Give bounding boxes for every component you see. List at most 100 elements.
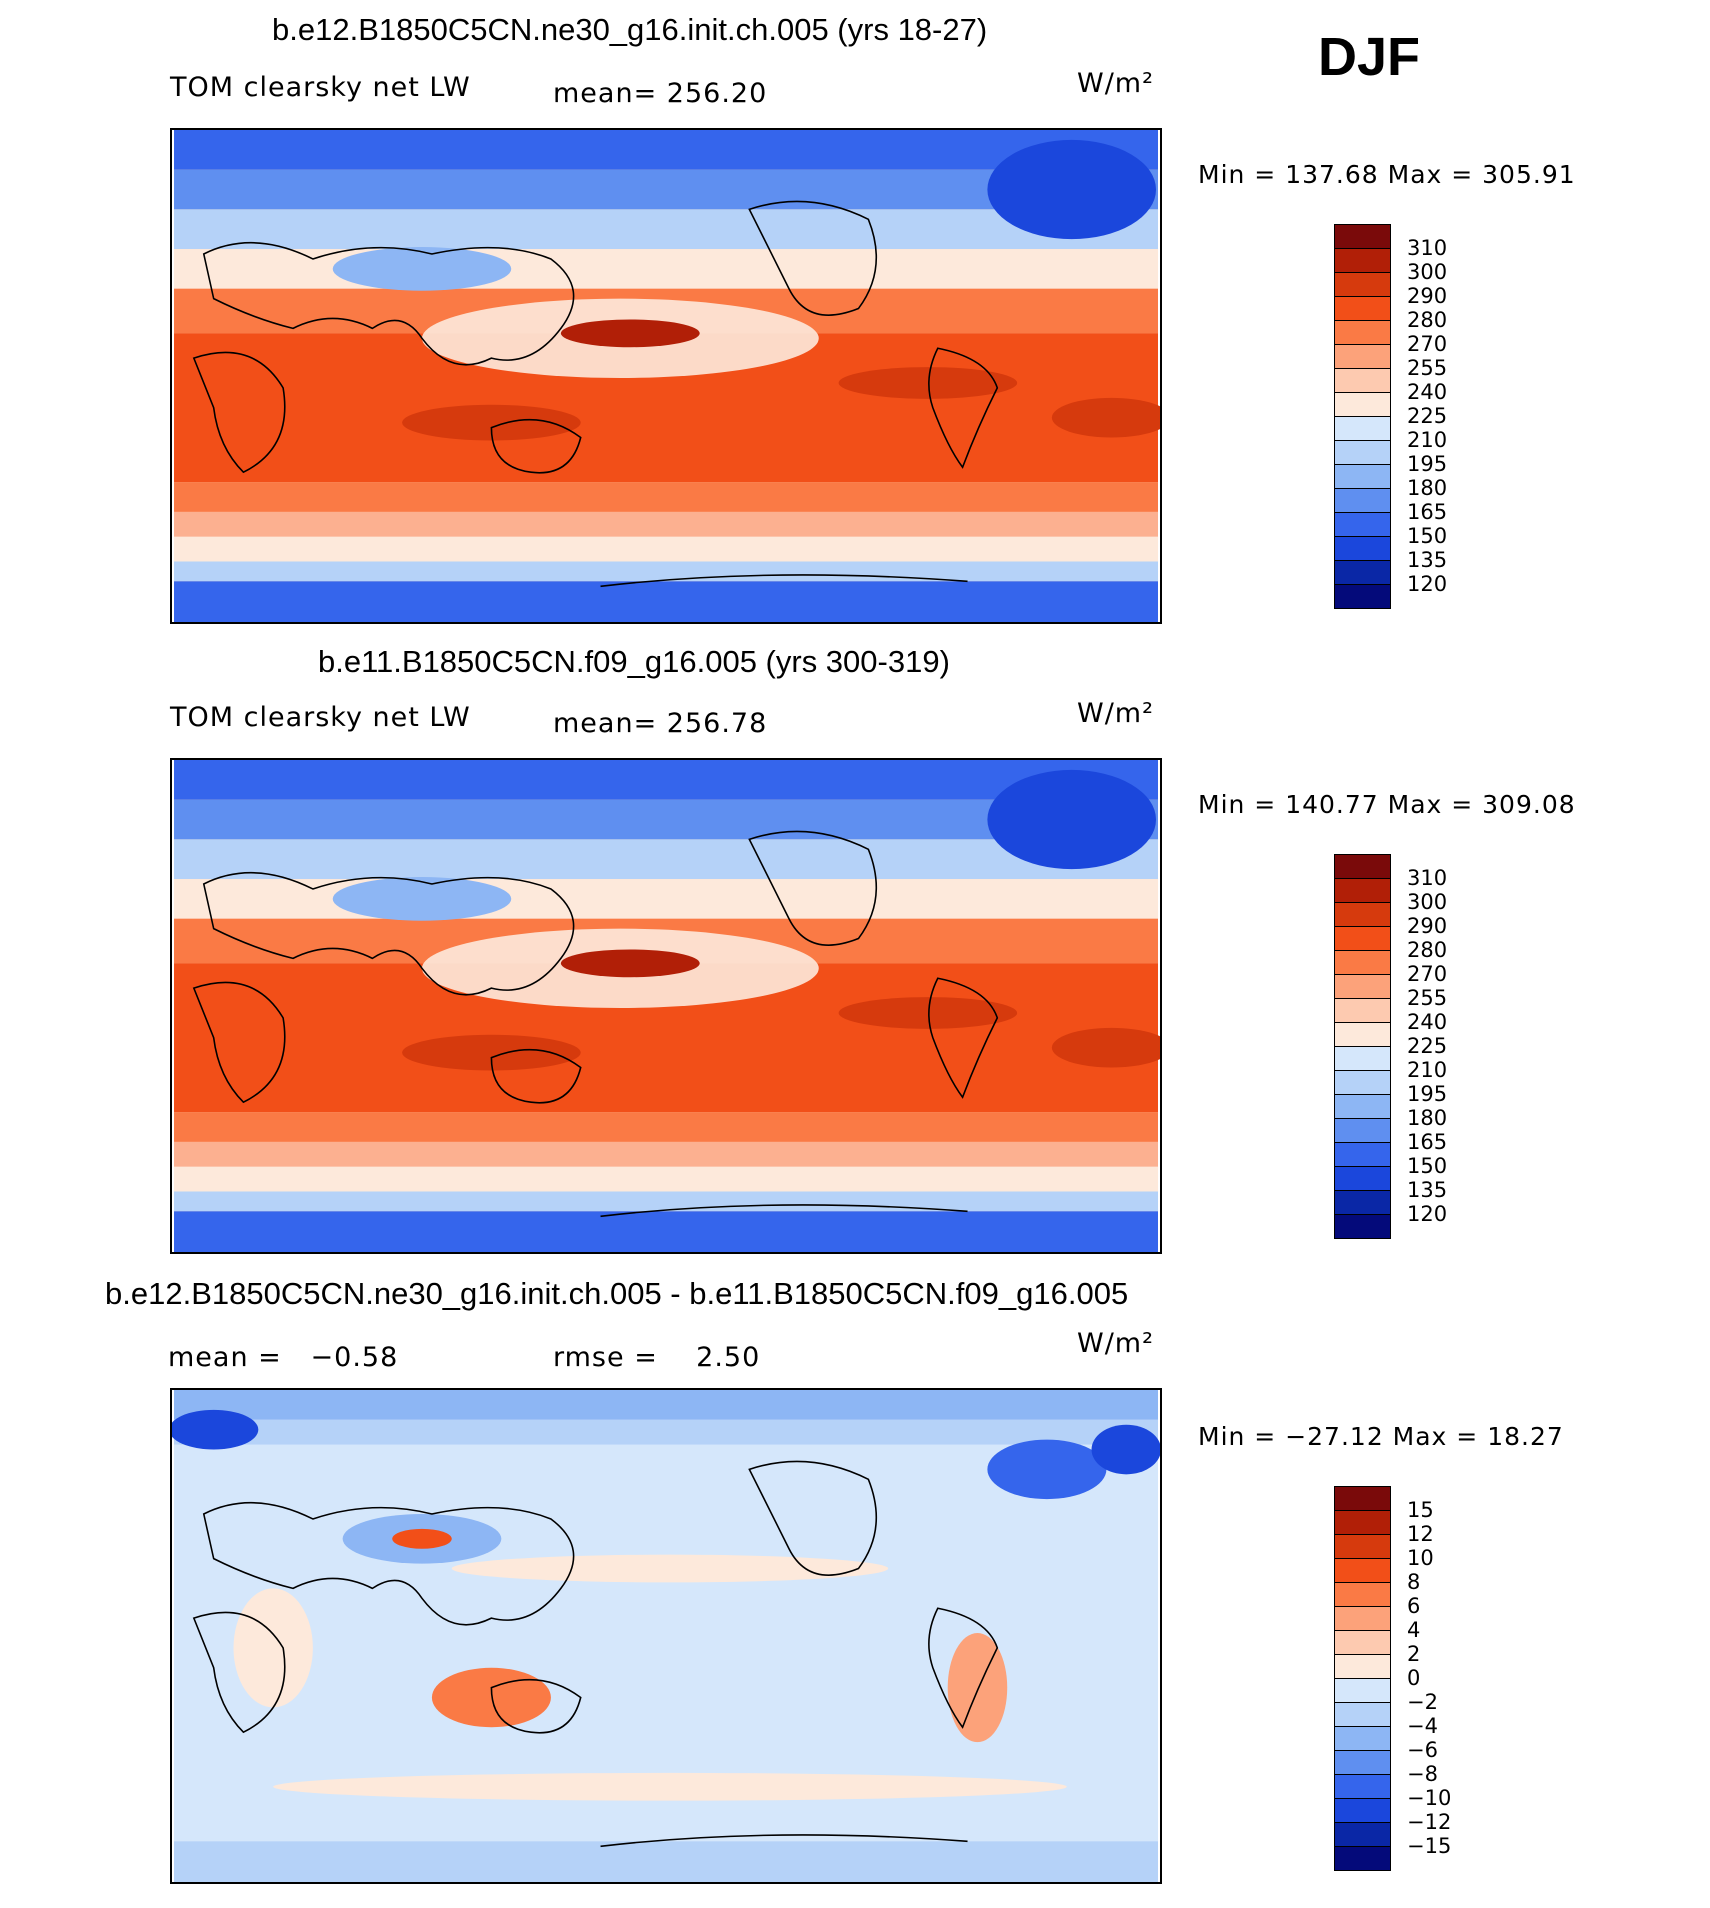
panel1-map-field xyxy=(174,130,1160,622)
panel2-colorbar-label: 290 xyxy=(1407,914,1448,938)
panel2-colorbar-swatch xyxy=(1334,1046,1391,1071)
panel2-colorbar-label: 135 xyxy=(1407,1178,1448,1202)
panel1-minmax: Min = 137.68 Max = 305.91 xyxy=(1198,160,1576,189)
panel2-colorbar-swatch xyxy=(1334,1166,1391,1191)
panel2-colorbar-label: 165 xyxy=(1407,1130,1448,1154)
panel2-colorbar-swatch xyxy=(1334,926,1391,951)
panel3-mean-value: −0.58 xyxy=(310,1342,399,1373)
panel1-units: W/m² xyxy=(1077,68,1154,99)
panel2-units: W/m² xyxy=(1077,698,1154,729)
panel1-colorbar-swatch xyxy=(1334,464,1391,489)
panel1-colorbar-swatch xyxy=(1334,296,1391,321)
panel2-colorbar-swatch xyxy=(1334,1070,1391,1095)
panel1-colorbar: 310 300 290 280 270 255 240 225 210 195 … xyxy=(1334,224,1474,616)
panel3-colorbar-label: 8 xyxy=(1407,1570,1421,1594)
panel2-colorbar-label: 240 xyxy=(1407,1010,1448,1034)
panel1-colorbar-swatch xyxy=(1334,560,1391,585)
panel1-colorbar-swatch xyxy=(1334,536,1391,561)
panel1-colorbar-label: 120 xyxy=(1407,572,1448,596)
panel3-map xyxy=(170,1388,1162,1884)
panel2-minmax: Min = 140.77 Max = 309.08 xyxy=(1198,790,1576,819)
panel2-mean-value: 256.78 xyxy=(666,708,768,739)
panel3-rmse-value: 2.50 xyxy=(696,1342,761,1373)
panel2-colorbar-label: 195 xyxy=(1407,1082,1448,1106)
season-label: DJF xyxy=(1318,27,1421,87)
panel3-colorbar-swatch xyxy=(1334,1558,1391,1583)
panel3-minmax: Min = −27.12 Max = 18.27 xyxy=(1198,1422,1564,1451)
panel1-arctic-band xyxy=(174,130,1158,170)
panel3-colorbar-swatch xyxy=(1334,1702,1391,1727)
panel3-units: W/m² xyxy=(1077,1328,1154,1359)
panel2-map xyxy=(170,758,1162,1254)
panel2-colorbar-swatch xyxy=(1334,1118,1391,1143)
panel1-colorbar-swatch xyxy=(1334,368,1391,393)
panel1-antarctic-band xyxy=(174,581,1158,622)
panel2-colorbar-label: 180 xyxy=(1407,1106,1448,1130)
panel3-title: b.e12.B1850C5CN.ne30_g16.init.ch.005 - b… xyxy=(105,1276,1129,1311)
panel1-colorbar-label: 270 xyxy=(1407,332,1448,356)
panel3-colorbar-swatch xyxy=(1334,1534,1391,1559)
panel3-colorbar-swatch xyxy=(1334,1510,1391,1535)
panel2-variable: TOM clearsky net LW xyxy=(170,702,471,733)
panel3-rmse: rmse = 2.50 xyxy=(553,1342,760,1373)
panel2-map-field xyxy=(174,760,1160,1252)
panel3-colorbar-label: 15 xyxy=(1407,1498,1434,1522)
panel3-colorbar-swatch xyxy=(1334,1654,1391,1679)
panel3-rmse-label: rmse = xyxy=(553,1342,658,1373)
panel2-colorbar-label: 225 xyxy=(1407,1034,1448,1058)
panel1-mean-label: mean= xyxy=(553,78,658,109)
panel3-colorbar-swatch xyxy=(1334,1822,1391,1847)
panel3-colorbar-label: 6 xyxy=(1407,1594,1421,1618)
panel3-colorbar-swatch xyxy=(1334,1678,1391,1703)
panel1-colorbar-label: 290 xyxy=(1407,284,1448,308)
panel1-colorbar-swatch xyxy=(1334,344,1391,369)
panel3-colorbar-label: −2 xyxy=(1407,1690,1438,1714)
panel1-title: b.e12.B1850C5CN.ne30_g16.init.ch.005 (yr… xyxy=(272,12,988,47)
panel1-map xyxy=(170,128,1162,624)
panel2-colorbar-label: 280 xyxy=(1407,938,1448,962)
panel2-colorbar-label: 150 xyxy=(1407,1154,1448,1178)
panel2-colorbar-swatch xyxy=(1334,1190,1391,1215)
panel3-colorbar-label: −12 xyxy=(1407,1810,1452,1834)
panel1-colorbar-swatch xyxy=(1334,392,1391,417)
panel2-colorbar: 310 300 290 280 270 255 240 225 210 195 … xyxy=(1334,854,1474,1246)
panel3-colorbar-label: 4 xyxy=(1407,1618,1421,1642)
panel1-colorbar-swatch xyxy=(1334,512,1391,537)
panel1-colorbar-label: 135 xyxy=(1407,548,1448,572)
panel3-colorbar-label: −8 xyxy=(1407,1762,1438,1786)
panel2-colorbar-swatch xyxy=(1334,1142,1391,1167)
panel3-colorbar-swatch xyxy=(1334,1798,1391,1823)
panel1-colorbar-label: 165 xyxy=(1407,500,1448,524)
panel2-colorbar-label: 270 xyxy=(1407,962,1448,986)
panel2-colorbar-label: 310 xyxy=(1407,866,1448,890)
panel1-variable: TOM clearsky net LW xyxy=(170,72,471,103)
panel2-colorbar-swatch xyxy=(1334,974,1391,999)
panel2-colorbar-swatch xyxy=(1334,1094,1391,1119)
panel1-colorbar-label: 195 xyxy=(1407,452,1448,476)
panel1-colorbar-label: 310 xyxy=(1407,236,1448,260)
panel1-colorbar-label: 280 xyxy=(1407,308,1448,332)
panel3-colorbar-swatch xyxy=(1334,1726,1391,1751)
panel1-colorbar-swatch xyxy=(1334,584,1391,609)
panel1-colorbar-label: 210 xyxy=(1407,428,1448,452)
panel2-title: b.e11.B1850C5CN.f09_g16.005 (yrs 300-319… xyxy=(318,644,950,679)
panel3-colorbar-label: 0 xyxy=(1407,1666,1421,1690)
panel1-colorbar-swatch xyxy=(1334,272,1391,297)
panel2-colorbar-label: 300 xyxy=(1407,890,1448,914)
panel2-colorbar-swatch xyxy=(1334,854,1391,879)
panel3-colorbar-swatch xyxy=(1334,1846,1391,1871)
panel1-colorbar-swatch xyxy=(1334,248,1391,273)
panel1-colorbar-swatch xyxy=(1334,416,1391,441)
panel3-colorbar-swatch xyxy=(1334,1630,1391,1655)
panel3-map-field xyxy=(172,1390,1160,1882)
panel1-colorbar-label: 225 xyxy=(1407,404,1448,428)
panel3-colorbar-label: −15 xyxy=(1407,1834,1452,1858)
panel2-colorbar-label: 255 xyxy=(1407,986,1448,1010)
panel3-colorbar-label: −10 xyxy=(1407,1786,1452,1810)
panel3-mean-label: mean = xyxy=(168,1342,282,1373)
panel3-colorbar-label: −6 xyxy=(1407,1738,1438,1762)
panel1-mean-value: 256.20 xyxy=(666,78,768,109)
panel3-colorbar-swatch xyxy=(1334,1606,1391,1631)
panel2-colorbar-label: 210 xyxy=(1407,1058,1448,1082)
panel3-mean: mean = −0.58 xyxy=(168,1342,398,1373)
